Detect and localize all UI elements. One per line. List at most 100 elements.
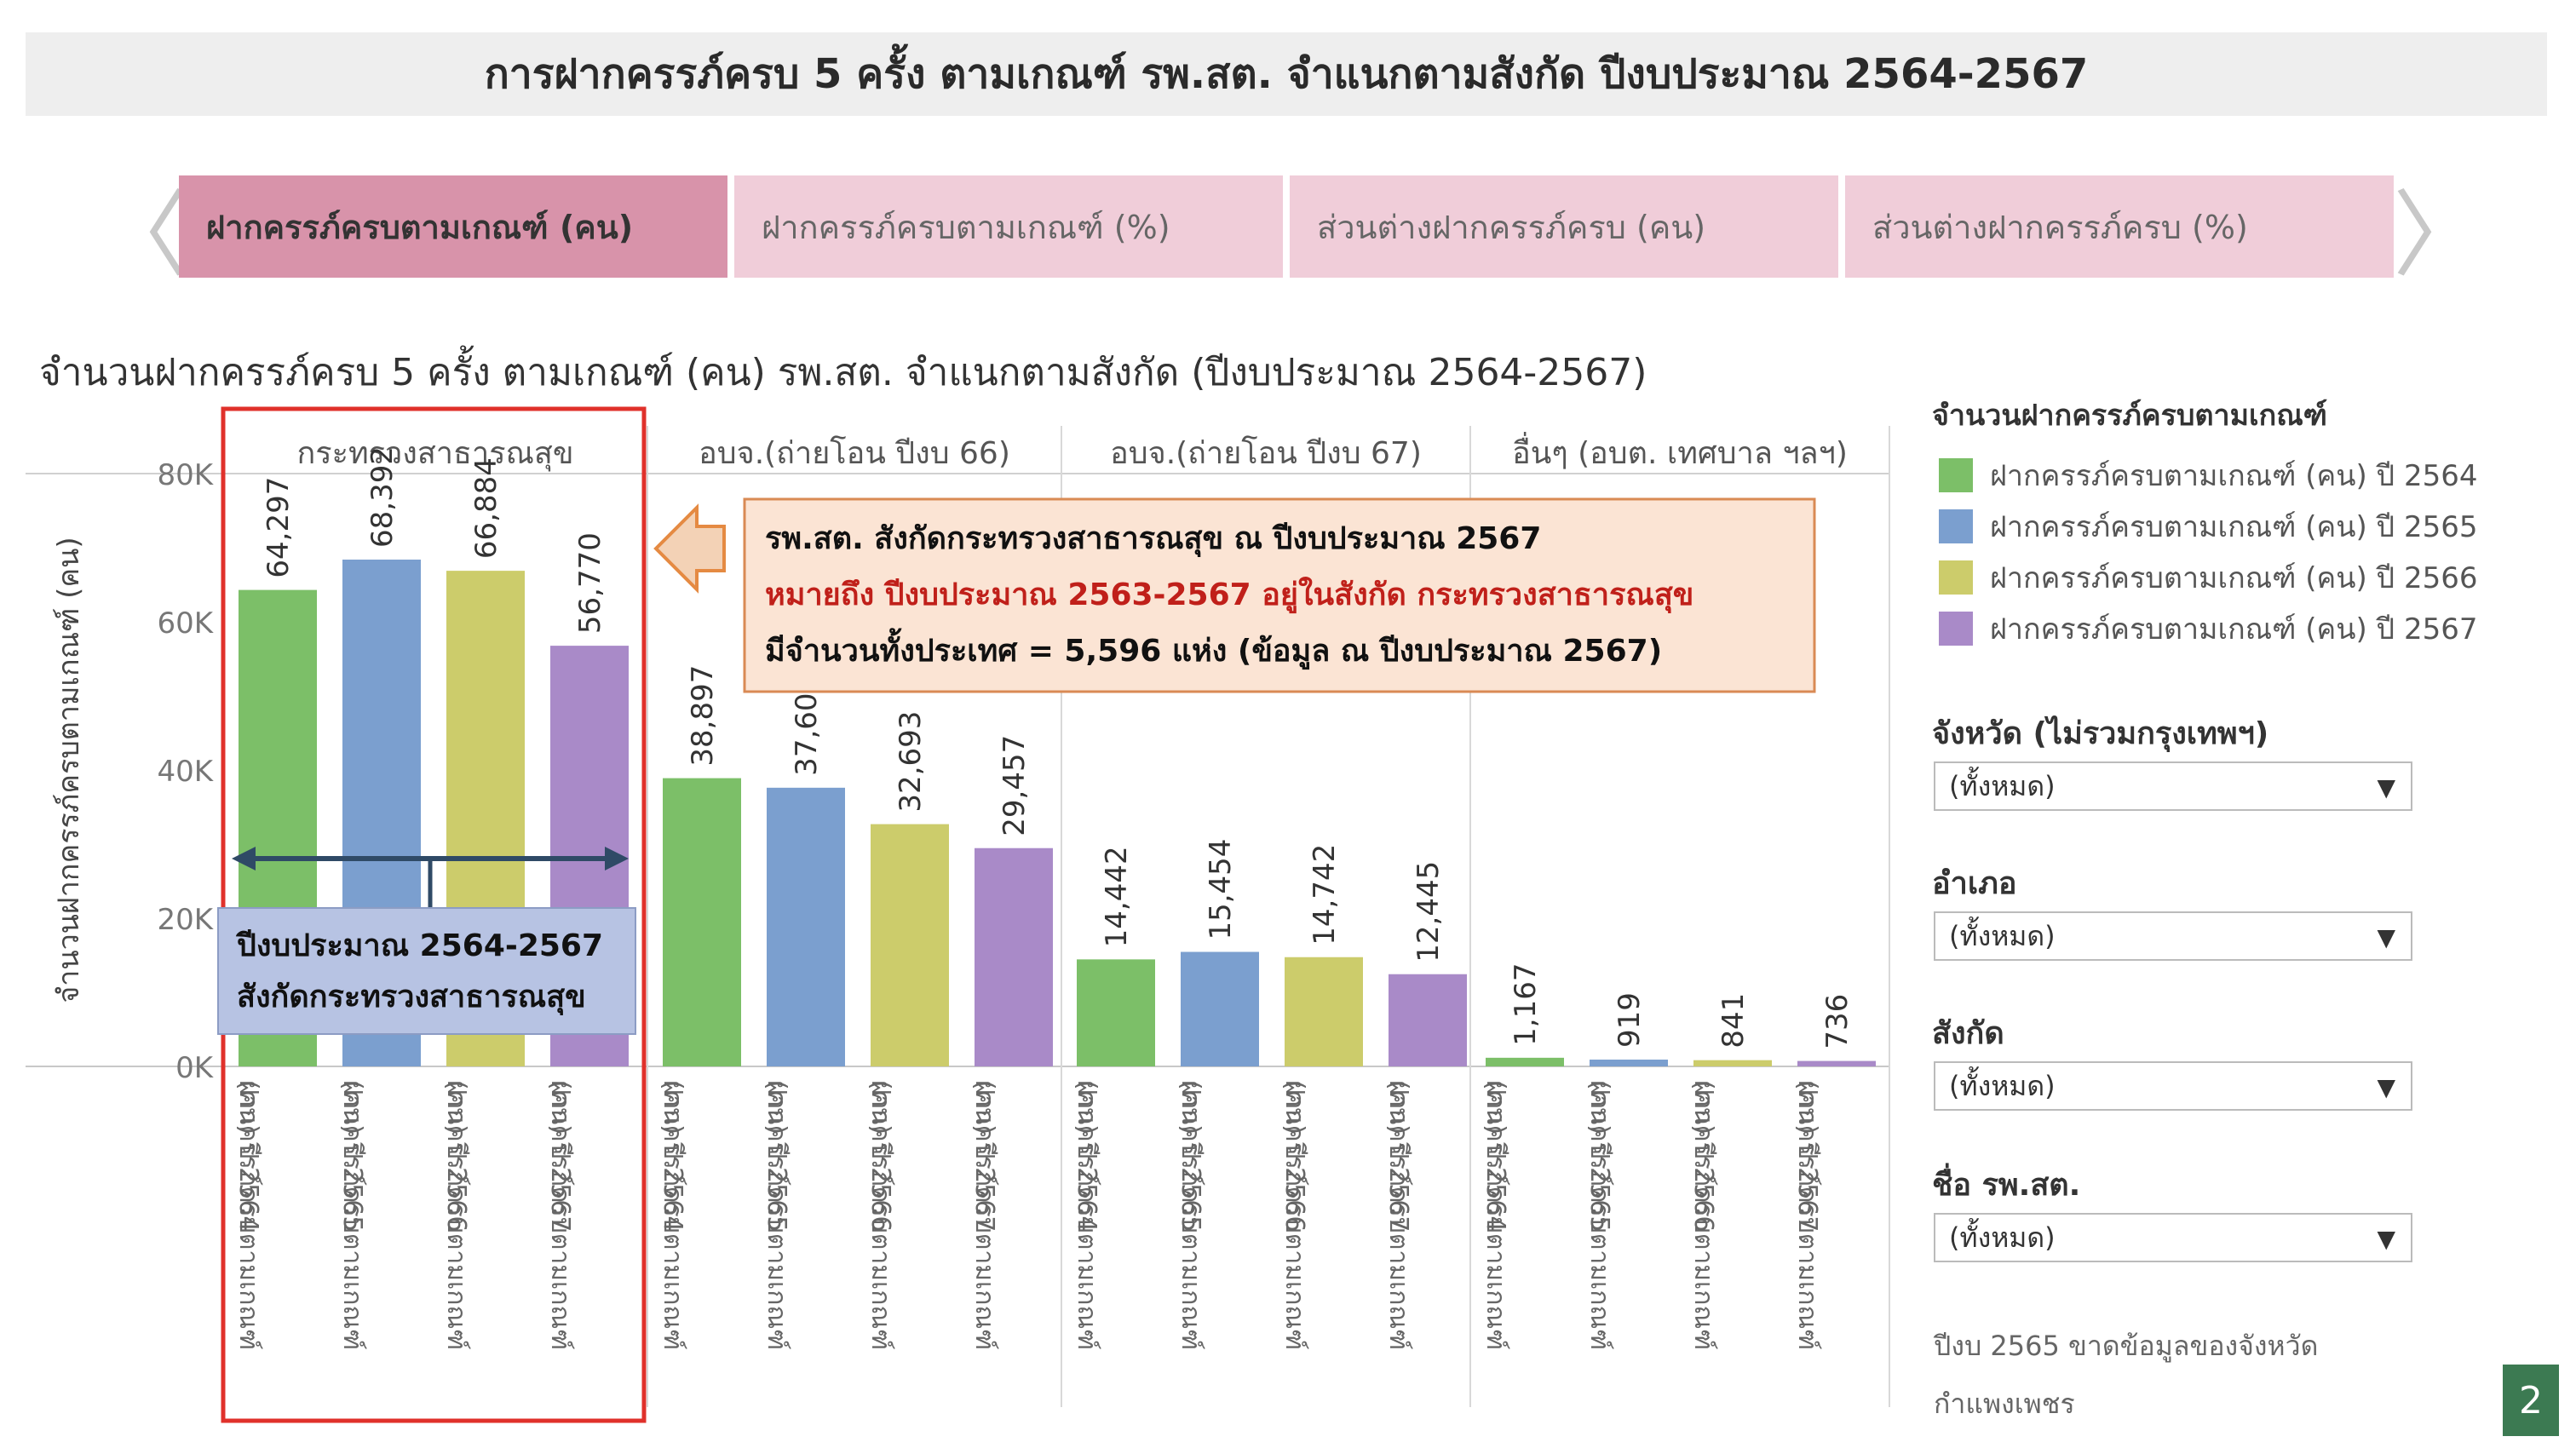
span-annotation-line1: ปีงบประมาณ 2564-2567: [235, 928, 603, 963]
filter-label-province: จังหวัด (ไม่รวมกรุงเทพฯ): [1932, 716, 2269, 751]
x-tick-label-line: ฝากครรภ์ครบตามเกณฑ์: [1481, 1080, 1510, 1350]
y-tick-label: 20K: [157, 903, 214, 937]
province-select-value: (ทั้งหมด): [1949, 769, 2056, 802]
district-select[interactable]: (ทั้งหมด) ▼: [1934, 911, 2412, 961]
group-header: อื่นๆ (อบต. เทศบาล ฯลฯ): [1512, 432, 1848, 471]
data-label: 1,167: [1509, 963, 1543, 1046]
x-tick-label-line: (คน) ปี 2564: [1072, 1080, 1101, 1232]
chart-title: จำนวนฝากครรภ์ครบ 5 ครั้ง ตามเกณฑ์ (คน) ร…: [39, 351, 1647, 394]
x-tick-label: ฝากครรภ์ครบตามเกณฑ์(คน) ปี 2567: [1383, 1080, 1413, 1350]
x-tick-label-line: ฝากครรภ์ครบตามเกณฑ์: [1383, 1080, 1413, 1350]
group-header: อบจ.(ถ่ายโอน ปีงบ 67): [1110, 435, 1422, 471]
x-tick-label: ฝากครรภ์ครบตามเกณฑ์(คน) ปี 2565: [1176, 1080, 1205, 1350]
tab-percent[interactable]: ฝากครรภ์ครบตามเกณฑ์ (%): [734, 175, 1283, 278]
x-tick-label-line: ฝากครรภ์ครบตามเกณฑ์: [865, 1080, 895, 1350]
x-tick-label: ฝากครรภ์ครบตามเกณฑ์(คน) ปี 2565: [762, 1080, 791, 1350]
x-tick-label-line: ฝากครรภ์ครบตามเกณฑ์: [969, 1080, 999, 1350]
x-tick-label-line: (คน) ปี 2565: [337, 1080, 367, 1232]
legend-label: ฝากครรภ์ครบตามเกณฑ์ (คน) ปี 2565: [1990, 510, 2478, 544]
province-select[interactable]: (ทั้งหมด) ▼: [1934, 761, 2412, 811]
x-tick-label-line: (คน) ปี 2565: [1584, 1080, 1614, 1232]
data-label: 14,442: [1100, 846, 1134, 947]
next-arrow-icon[interactable]: 〉: [2393, 181, 2487, 290]
x-tick-label-line: ฝากครรภ์ครบตามเกณฑ์: [1072, 1080, 1101, 1350]
filter-label-affiliation: สังกัด: [1932, 1016, 2004, 1051]
prev-arrow-icon[interactable]: 〈: [95, 181, 188, 290]
bar: [663, 778, 741, 1066]
bar: [871, 824, 949, 1066]
x-tick-label-line: (คน) ปี 2565: [762, 1080, 791, 1232]
span-annotation-box: [217, 907, 636, 1035]
x-tick-label-line: (คน) ปี 2566: [1279, 1080, 1309, 1232]
x-tick-label-line: (คน) ปี 2566: [441, 1080, 471, 1232]
y-tick-label: 80K: [157, 458, 214, 492]
bar: [1797, 1060, 1876, 1066]
affiliation-select-value: (ทั้งหมด): [1949, 1069, 2056, 1102]
x-tick-label: ฝากครรภ์ครบตามเกณฑ์(คน) ปี 2564: [1481, 1080, 1510, 1350]
data-label: 14,742: [1308, 844, 1342, 945]
legend-item[interactable]: ฝากครรภ์ครบตามเกณฑ์ (คน) ปี 2564: [1939, 450, 2477, 501]
x-tick-label: ฝากครรภ์ครบตามเกณฑ์(คน) ปี 2565: [337, 1080, 367, 1350]
bar: [1590, 1060, 1668, 1066]
tab-diff-count[interactable]: ส่วนต่างฝากครรภ์ครบ (คน): [1290, 175, 1838, 278]
legend-label: ฝากครรภ์ครบตามเกณฑ์ (คน) ปี 2567: [1990, 612, 2478, 646]
x-tick-label: ฝากครรภ์ครบตามเกณฑ์(คน) ปี 2565: [1584, 1080, 1614, 1350]
data-label: 64,297: [262, 477, 296, 578]
dropdown-caret-icon: ▼: [2377, 1225, 2395, 1253]
legend-swatch: [1939, 509, 1973, 543]
affiliation-select[interactable]: (ทั้งหมด) ▼: [1934, 1061, 2412, 1111]
data-label: 841: [1716, 993, 1751, 1049]
x-tick-label-line: (คน) ปี 2566: [865, 1080, 895, 1232]
callout-box: [743, 497, 1816, 693]
callout-pointer-icon: [653, 503, 726, 594]
x-tick-label: ฝากครรภ์ครบตามเกณฑ์(คน) ปี 2566: [1688, 1080, 1718, 1350]
legend-title: จำนวนฝากครรภ์ครบตามเกณฑ์: [1932, 399, 2328, 433]
tab-bar: ฝากครรภ์ครบตามเกณฑ์ (คน) ฝากครรภ์ครบตามเ…: [179, 175, 2394, 278]
data-label: 29,457: [998, 735, 1032, 836]
hospital-select[interactable]: (ทั้งหมด) ▼: [1934, 1213, 2412, 1262]
callout-line3: มีจำนวนทั้งประเทศ = 5,596 แห่ง (ข้อมูล ณ…: [765, 628, 1662, 670]
page-title: การฝากครรภ์ครบ 5 ครั้ง ตามเกณฑ์ รพ.สต. จ…: [484, 50, 2089, 98]
bar: [975, 848, 1053, 1066]
x-tick-label-line: (คน) ปี 2567: [1383, 1080, 1413, 1232]
x-tick-label-line: ฝากครรภ์ครบตามเกณฑ์: [1688, 1080, 1718, 1350]
x-tick-label-line: (คน) ปี 2567: [1792, 1080, 1822, 1232]
data-label: 56,770: [573, 532, 607, 634]
x-tick-label-line: ฝากครรภ์ครบตามเกณฑ์: [658, 1080, 687, 1350]
x-tick-label-line: ฝากครรภ์ครบตามเกณฑ์: [1279, 1080, 1309, 1350]
x-tick-label-line: ฝากครรภ์ครบตามเกณฑ์: [1176, 1080, 1205, 1350]
legend-swatch: [1939, 458, 1973, 492]
x-tick-label-line: ฝากครรภ์ครบตามเกณฑ์: [762, 1080, 791, 1350]
dropdown-caret-icon: ▼: [2377, 923, 2395, 951]
x-tick-label: ฝากครรภ์ครบตามเกณฑ์(คน) ปี 2564: [1072, 1080, 1101, 1350]
x-tick-label-line: (คน) ปี 2566: [1688, 1080, 1718, 1232]
bar: [767, 787, 845, 1066]
data-label: 919: [1613, 992, 1647, 1048]
span-annotation-line2: สังกัดกระทรวงสาธารณสุข: [237, 980, 586, 1016]
bar: [1285, 957, 1363, 1066]
tab-count[interactable]: ฝากครรภ์ครบตามเกณฑ์ (คน): [179, 175, 727, 278]
filter-label-hospital: ชื่อ รพ.สต.: [1932, 1168, 2081, 1203]
x-tick-label-line: ฝากครรภ์ครบตามเกณฑ์: [233, 1080, 263, 1350]
data-label: 68,392: [365, 446, 400, 548]
legend: ฝากครรภ์ครบตามเกณฑ์ (คน) ปี 2564 ฝากครรภ…: [1939, 450, 2477, 654]
dropdown-caret-icon: ▼: [2377, 1073, 2395, 1101]
legend-item[interactable]: ฝากครรภ์ครบตามเกณฑ์ (คน) ปี 2566: [1939, 552, 2477, 603]
x-tick-label-line: ฝากครรภ์ครบตามเกณฑ์: [545, 1080, 575, 1350]
data-label: 32,693: [894, 711, 928, 813]
callout-line1: รพ.สต. สังกัดกระทรวงสาธารณสุข ณ ปีงบประม…: [765, 521, 1541, 558]
callout-line2: หมายถึง ปีงบประมาณ 2563-2567 อยู่ในสังกั…: [765, 576, 1693, 614]
x-tick-label: ฝากครรภ์ครบตามเกณฑ์(คน) ปี 2564: [233, 1080, 263, 1350]
y-tick-label: 0K: [175, 1051, 215, 1085]
legend-item[interactable]: ฝากครรภ์ครบตามเกณฑ์ (คน) ปี 2565: [1939, 501, 2477, 552]
data-label: 66,884: [469, 457, 503, 559]
x-tick-label: ฝากครรภ์ครบตามเกณฑ์(คน) ปี 2566: [1279, 1080, 1309, 1350]
tab-diff-percent[interactable]: ส่วนต่างฝากครรภ์ครบ (%): [1845, 175, 2394, 278]
x-tick-label: ฝากครรภ์ครบตามเกณฑ์(คน) ปี 2567: [969, 1080, 999, 1350]
legend-item[interactable]: ฝากครรภ์ครบตามเกณฑ์ (คน) ปี 2567: [1939, 603, 2477, 654]
page-title-banner: การฝากครรภ์ครบ 5 ครั้ง ตามเกณฑ์ รพ.สต. จ…: [26, 32, 2547, 116]
y-axis-label: จำนวนฝากครรภ์ครบตามเกณฑ์ (คน): [52, 537, 86, 1003]
bar: [1486, 1057, 1564, 1066]
x-tick-label: ฝากครรภ์ครบตามเกณฑ์(คน) ปี 2567: [1792, 1080, 1822, 1350]
legend-label: ฝากครรภ์ครบตามเกณฑ์ (คน) ปี 2566: [1990, 561, 2478, 595]
